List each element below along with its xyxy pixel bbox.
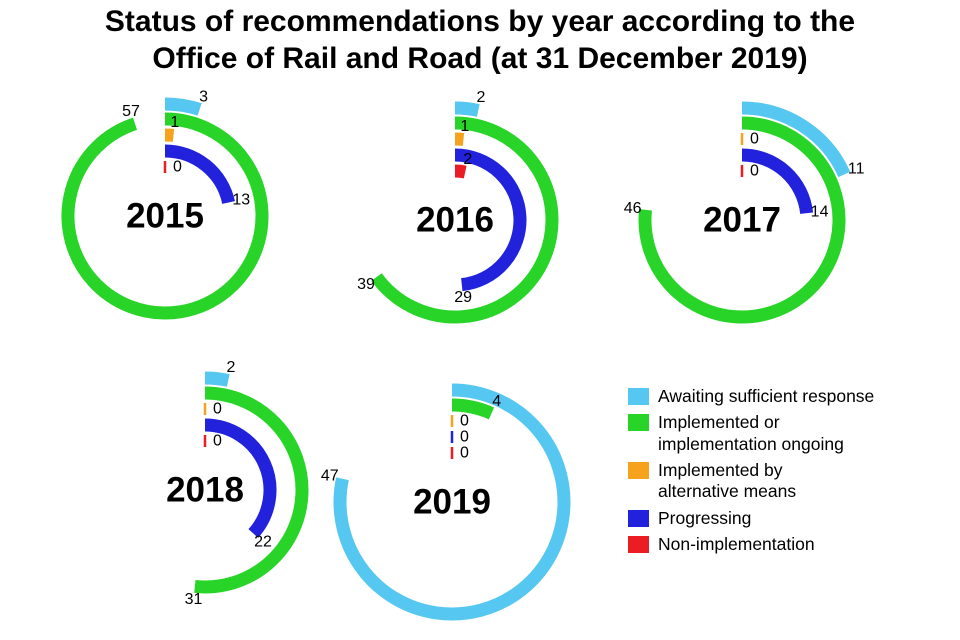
zero-label-alternative: 0 (750, 131, 759, 148)
arc-implemented (451, 398, 495, 420)
legend-item-implemented: Implemented or implementation ongoing (628, 412, 958, 455)
arc-progressing (204, 418, 277, 538)
year-label: 2015 (126, 197, 204, 236)
donut-chart-2019: 47 4 0 0 0 2019 (321, 372, 577, 632)
year-label: 2016 (416, 201, 494, 240)
arc-awaiting (454, 101, 480, 117)
value-label-progressing: 29 (454, 289, 472, 306)
arc-awaiting (204, 371, 230, 387)
legend-label-non-implementation: Non-implementation (658, 534, 815, 555)
value-label-awaiting: 3 (199, 89, 208, 106)
arc-implemented (194, 386, 309, 594)
legend-swatch-alternative (628, 462, 649, 480)
value-label-implemented: 57 (122, 103, 140, 120)
legend-item-awaiting: Awaiting sufficient response (628, 386, 958, 407)
legend-swatch-progressing (628, 509, 649, 527)
value-label-implemented: 39 (357, 276, 375, 293)
value-label-alternative: 1 (460, 118, 469, 135)
zero-label-non_implementation: 0 (750, 163, 759, 180)
arc-progressing (164, 144, 235, 205)
legend-label-implemented: Implemented or implementation ongoing (658, 412, 844, 454)
zero-label-alternative: 0 (460, 413, 469, 430)
value-label-progressing: 14 (811, 203, 829, 220)
legend-item-progressing: Progressing (628, 508, 958, 529)
legend-label-alternative: Implemented by alternative means (658, 460, 797, 502)
legend: Awaiting sufficient response Implemented… (628, 386, 958, 560)
value-label-non_implementation: 2 (463, 151, 472, 168)
arc-implemented (61, 112, 269, 320)
donut-svg-2017: 11 46 0 14 0 2017 (624, 101, 865, 324)
donut-chart-2018: 2 31 0 22 0 2018 (80, 359, 330, 620)
value-label-progressing: 22 (254, 534, 272, 551)
arc-non_implementation (454, 164, 467, 179)
value-label-awaiting: 11 (848, 161, 865, 178)
legend-swatch-implemented (628, 414, 649, 432)
chart-title-line2: Office of Rail and Road (at 31 December … (152, 41, 808, 75)
donut-svg-2015: 3 57 1 13 0 2015 (61, 89, 269, 320)
legend-label-awaiting: Awaiting sufficient response (658, 386, 875, 406)
arc-awaiting (164, 97, 202, 116)
legend-label-progressing: Progressing (658, 507, 752, 528)
zero-label-progressing: 0 (460, 429, 469, 446)
zero-label-non_implementation: 0 (460, 445, 469, 462)
arc-awaiting (741, 101, 851, 178)
value-label-awaiting: 47 (321, 468, 339, 485)
donut-svg-2016: 2 39 1 29 2 2016 (357, 89, 559, 324)
chart-title-line1: Status of recommendations by year accord… (104, 5, 856, 38)
zero-label-non_implementation: 0 (173, 159, 182, 176)
arc-progressing (454, 148, 527, 292)
zero-label-alternative: 0 (213, 401, 222, 418)
chart-title: Status of recommendations by year accord… (0, 4, 960, 77)
value-label-implemented: 4 (492, 393, 501, 410)
legend-swatch-awaiting (628, 388, 649, 405)
legend-swatch-non-implementation (628, 536, 649, 554)
year-label: 2019 (413, 483, 491, 522)
value-label-implemented: 46 (624, 200, 642, 217)
legend-item-non-implementation: Non-implementation (628, 534, 958, 555)
arc-implemented (638, 116, 846, 324)
donut-chart-2016: 2 39 1 29 2 2016 (330, 89, 580, 350)
donut-svg-2018: 2 31 0 22 0 2018 (166, 359, 309, 608)
arc-awaiting (333, 383, 571, 621)
arc-progressing (741, 148, 814, 215)
zero-label-non_implementation: 0 (213, 433, 222, 450)
year-label: 2017 (703, 201, 781, 240)
value-label-awaiting: 2 (227, 359, 236, 376)
value-label-alternative: 1 (170, 114, 179, 131)
donut-chart-2017: 11 46 0 14 0 2017 (617, 90, 867, 350)
value-label-progressing: 13 (232, 191, 250, 208)
arc-implemented (371, 116, 559, 324)
year-label: 2018 (166, 471, 244, 510)
donut-chart-2015: 3 57 1 13 0 2015 (40, 86, 290, 346)
legend-item-alternative: Implemented by alternative means (628, 460, 958, 503)
value-label-awaiting: 2 (477, 89, 486, 106)
value-label-implemented: 31 (185, 591, 203, 608)
